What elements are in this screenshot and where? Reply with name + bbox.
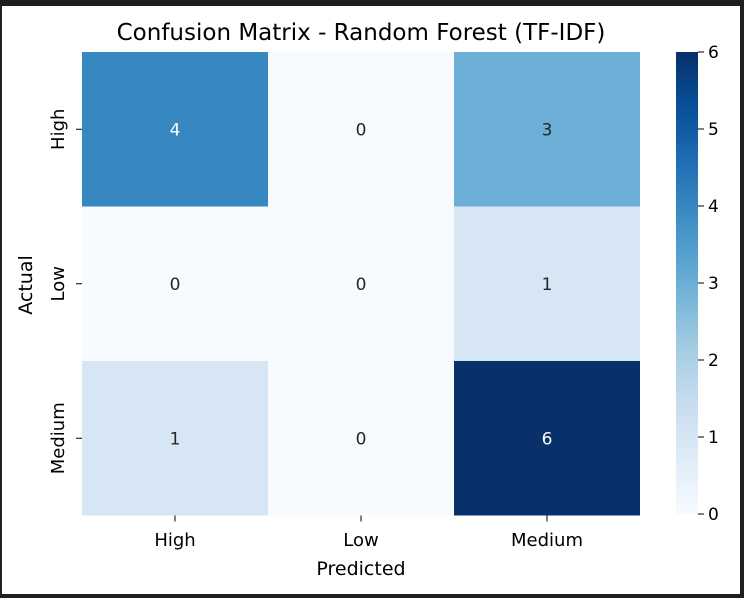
x-axis-label: Predicted [316, 558, 405, 580]
cell-value-label: 0 [356, 275, 367, 295]
heatmap-cell [82, 206, 268, 361]
colorbar-tick-label: 6 [708, 43, 719, 63]
cell-value-label: 3 [542, 120, 553, 140]
notebook-chrome-right [740, 0, 744, 598]
notebook-chrome-left [0, 0, 2, 598]
notebook-chrome-bottom [0, 594, 744, 598]
notebook-chrome-top [0, 0, 744, 6]
colorbar [676, 52, 698, 514]
colorbar-tick-label: 3 [708, 274, 719, 294]
heatmap-cells [82, 52, 640, 516]
heatmap-cell-labels: 4 0 3 0 0 1 1 0 6 [170, 120, 553, 449]
colorbar-tick-label: 0 [708, 505, 719, 525]
heatmap-cell [454, 52, 640, 207]
colorbar-tick-label: 2 [708, 351, 719, 371]
cell-value-label: 6 [542, 429, 553, 449]
chart-title: Confusion Matrix - Random Forest (TF-IDF… [117, 20, 606, 46]
y-tick-label: Medium [48, 402, 69, 474]
cell-value-label: 0 [356, 120, 367, 140]
heatmap-cell [268, 52, 454, 207]
x-axis-ticks: High Low Medium [154, 515, 583, 551]
cell-value-label: 1 [542, 275, 553, 295]
cell-value-label: 0 [170, 275, 181, 295]
y-tick-label: High [48, 109, 69, 150]
heatmap-cell [82, 361, 268, 516]
x-tick-label: High [154, 530, 195, 551]
x-tick-label: Low [343, 530, 378, 551]
y-tick-label: Low [48, 266, 69, 301]
heatmap-cell [454, 206, 640, 361]
x-tick-label: Medium [511, 530, 583, 551]
cell-value-label: 1 [170, 429, 181, 449]
y-axis-ticks: High Low Medium [48, 109, 82, 474]
cell-value-label: 4 [170, 120, 181, 140]
heatmap-cell [82, 52, 268, 207]
heatmap-cell [454, 361, 640, 516]
colorbar-tick-label: 5 [708, 120, 719, 140]
colorbar-tick-label: 1 [708, 428, 719, 448]
heatmap-cell [268, 206, 454, 361]
colorbar-tick-label: 4 [708, 197, 719, 217]
colorbar-ticks: 0 1 2 3 4 5 6 [698, 43, 719, 525]
y-axis-label: Actual [15, 255, 37, 315]
heatmap-cell [268, 361, 454, 516]
cell-value-label: 0 [356, 429, 367, 449]
